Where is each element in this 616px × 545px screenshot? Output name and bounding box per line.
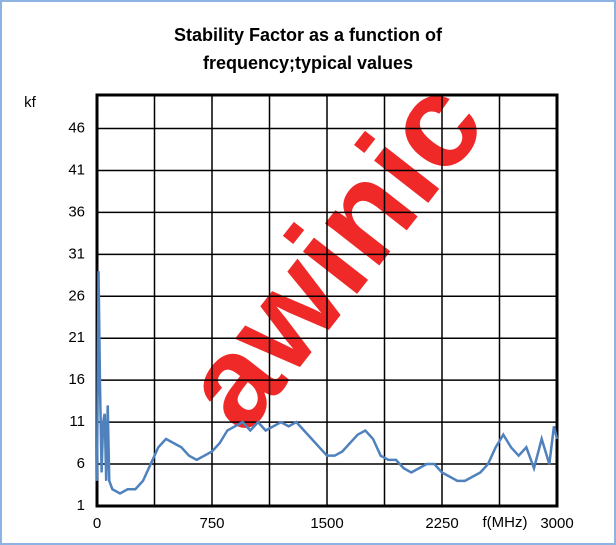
y-tick-label: 21	[68, 329, 85, 346]
chart-title: Stability Factor as a function of	[174, 25, 443, 45]
x-tick-label: 750	[199, 515, 224, 532]
x-axis-label: f(MHz)	[483, 514, 528, 531]
x-tick-label: 3000	[540, 515, 573, 532]
y-tick-label: 16	[68, 371, 85, 388]
y-axis-label: kf	[24, 94, 37, 111]
x-tick-label: 2250	[425, 515, 458, 532]
chart-title: frequency;typical values	[203, 53, 413, 73]
x-tick-label: 1500	[310, 515, 343, 532]
plot-border	[95, 93, 559, 508]
y-tick-label: 36	[68, 203, 85, 220]
y-tick-label: 26	[68, 287, 85, 304]
y-tick-label: 6	[77, 455, 85, 472]
y-tick-label: 41	[68, 161, 85, 178]
y-tick-label: 1	[77, 497, 85, 514]
y-tick-label: 11	[69, 413, 85, 430]
data-line	[95, 271, 559, 495]
x-tick-label: 0	[93, 515, 101, 532]
y-tick-label: 46	[68, 120, 85, 137]
y-tick-label: 31	[68, 245, 85, 262]
